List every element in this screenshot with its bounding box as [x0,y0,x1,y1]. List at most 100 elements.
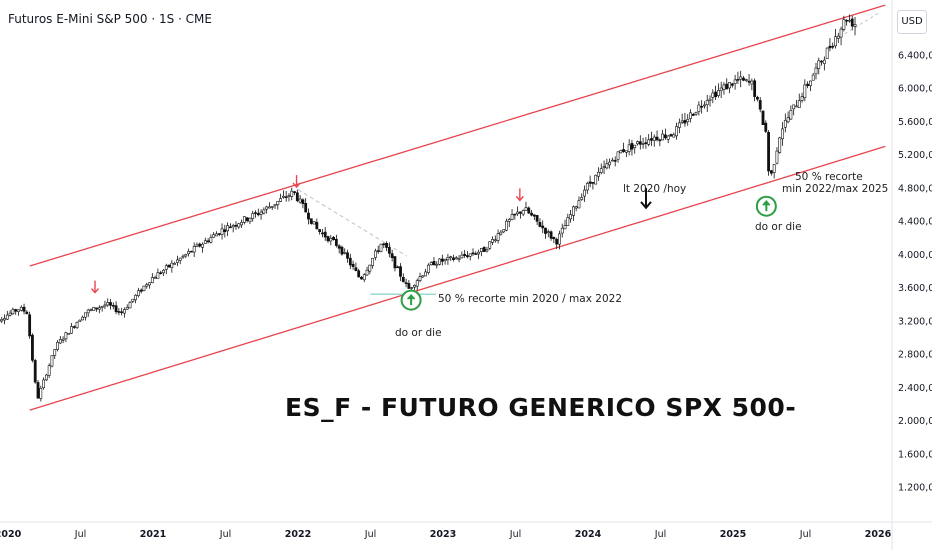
y-tick-label: 1.200,00 [898,483,932,494]
candle-body [502,229,506,233]
candle-body [496,233,500,241]
candle-body [374,250,377,258]
candle-body [293,191,296,193]
candle-body [237,223,241,228]
candle-body [616,151,620,160]
candle-body [376,250,380,252]
candle-body [351,263,355,267]
candle-body [672,134,676,138]
candle-body [744,79,748,81]
candle-body [184,254,188,257]
candle-body [178,257,182,261]
candle-body [259,211,263,215]
candle-body [703,104,706,107]
candle-body [599,168,603,173]
candle-body [307,212,310,220]
candle-body [580,197,584,200]
candle-body [198,243,202,247]
retracement-dashed-line [297,189,408,257]
candle-body [189,250,193,253]
candle-body [312,221,316,225]
candle-body [552,237,556,240]
candle-body [203,240,207,244]
candle-body [301,199,305,204]
candle-body [429,262,433,266]
candle-body [560,227,564,234]
candle-body [50,355,54,367]
candle-body [240,222,243,226]
y-tick-label: 2.000,00 [898,416,932,427]
candle-body [424,271,428,277]
candle-body [806,83,810,86]
candle-body [109,302,112,306]
candle-body [385,242,388,248]
candle-body [535,215,539,222]
candle-body [61,338,65,341]
candle-body [156,272,160,279]
candle-body [438,258,441,265]
candle-body [435,263,439,266]
x-tick-label: 2022 [285,529,311,540]
candle-body [36,382,40,399]
y-tick-label: 4.400,00 [898,217,932,228]
candle-body [460,254,464,259]
x-tick-label: Jul [799,529,811,540]
candle-body [761,110,765,125]
candle-body [627,144,631,152]
candle-body [371,258,375,266]
candle-body [454,257,458,260]
candle-body [602,166,606,168]
candle-body [111,304,115,307]
candle-body [440,258,444,262]
currency-selector[interactable]: USD [897,10,927,34]
red-down-arrow-head [292,182,301,189]
candle-body [719,87,723,91]
candle-body [365,269,369,276]
candle-body [452,257,455,260]
candle-body [638,141,642,145]
candle-body [304,203,308,213]
candle-body [845,19,849,22]
candle-body [546,231,550,233]
candle-body [248,217,252,222]
candle-body [164,265,168,270]
candle-body [14,309,18,312]
candle-body [641,143,645,145]
channel-lower-line[interactable] [29,145,886,411]
candle-body [251,213,255,219]
candle-body [318,229,322,232]
y-tick-label: 3.200,00 [898,316,932,327]
x-tick-label: 2024 [575,529,602,540]
candle-body [733,79,737,84]
candle-body [326,236,330,242]
candle-body [120,311,124,314]
candle-body [242,216,246,223]
candle-body [92,306,96,311]
candle-body [569,214,573,220]
y-tick-label: 6.000,00 [898,84,932,95]
candle-body [691,113,695,116]
candle-body [532,214,536,217]
annotation-retracement-2022-2025-line1: 50 % recorte [795,171,863,183]
candle-body [123,309,126,314]
candle-body [399,266,402,277]
candle-body [58,339,62,344]
candle-body [209,237,213,243]
candle-body [797,100,801,108]
x-tick-label: Jul [654,529,666,540]
candle-body [284,196,288,199]
candle-body [354,267,358,271]
candle-body [571,206,575,216]
channel-upper-line[interactable] [29,4,886,267]
green-up-arrow-head [762,200,771,206]
candle-body [814,67,818,75]
candle-body [471,252,475,255]
candle-body [605,163,609,169]
candle-body [421,275,425,278]
candle-body [114,305,118,313]
candle-body [415,280,419,287]
annotation-do-or-die-2022: do or die [395,327,442,339]
x-tick-label: 2025 [720,529,746,540]
candle-body [8,312,12,316]
